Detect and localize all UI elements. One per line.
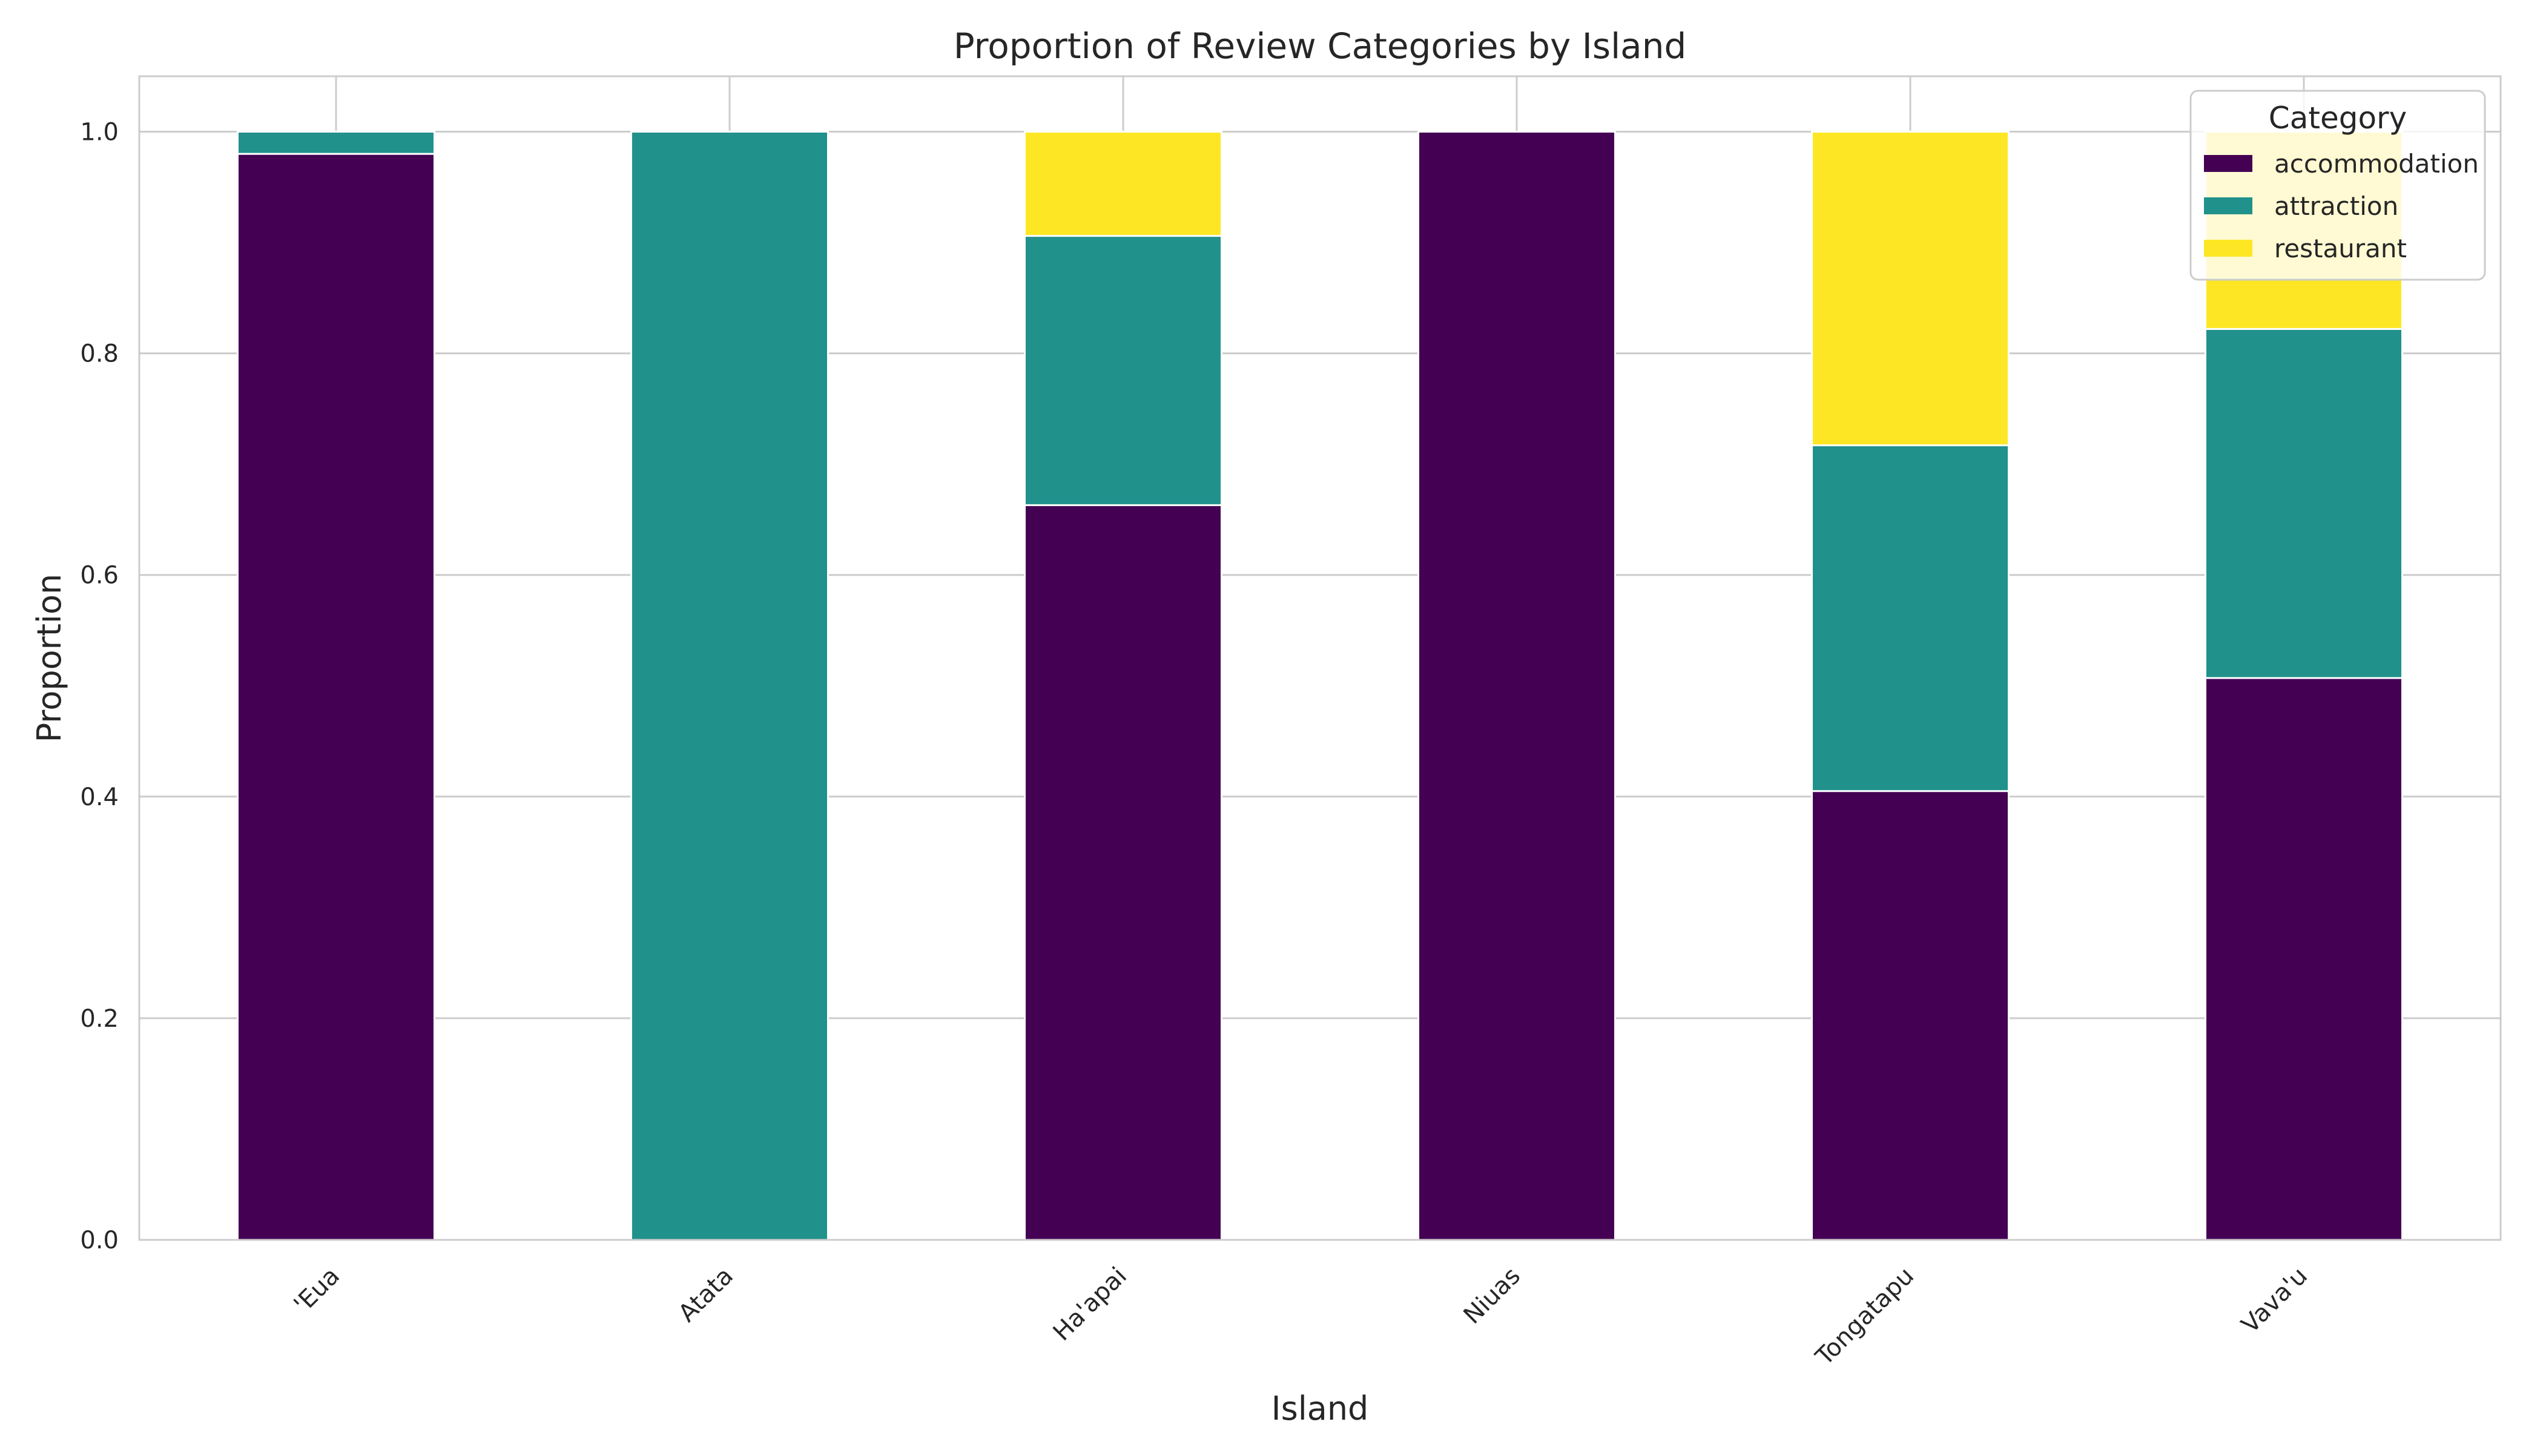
bar-eua-attraction [237,131,435,155]
plot-area [139,76,2501,1240]
legend-swatch-accommodation [2204,155,2252,172]
bar-eua-accommodation [237,153,435,1241]
y-axis-ticks: 0.0 0.2 0.4 0.6 0.8 1.0 [80,119,119,1254]
bars [237,131,2403,1241]
legend-title: Category [2269,100,2407,136]
legend-swatch-attraction [2204,197,2252,214]
x-tick-label-tongatapu: Tongatapu [1810,1262,1920,1372]
x-tick-label-ha-apai: Ha'apai [1048,1262,1132,1346]
y-tick-label: 0.4 [80,783,119,811]
y-tick-label: 0.6 [80,562,119,590]
x-axis-label: Island [1272,1389,1369,1428]
legend-label-restaurant: restaurant [2274,234,2407,263]
x-tick-label-eua: 'Eua [289,1262,345,1319]
chart-title: Proportion of Review Categories by Islan… [954,25,1687,67]
x-tick-label-vava-u: Vava'u [2236,1262,2313,1339]
x-tick-label-atata: Atata [673,1262,739,1328]
bar-tongatapu-restaurant [1811,131,2010,447]
bar-atata-attraction [630,131,829,1241]
bar-vava-u-accommodation [2205,677,2403,1241]
bar-ha-apai-accommodation [1024,504,1222,1241]
legend: Category accommodation attraction restauran… [2189,90,2486,281]
y-tick-label: 0.8 [80,340,119,368]
legend-box [2189,90,2486,281]
y-axis-label: Proportion [30,574,68,743]
legend-swatch-restaurant [2204,240,2252,257]
legend-label-attraction: attraction [2274,191,2398,221]
y-tick-label: 0.0 [80,1227,119,1254]
x-tick-label-niuas: Niuas [1459,1262,1526,1330]
bar-niuas-accommodation [1417,131,1616,1241]
bar-tongatapu-accommodation [1811,790,2010,1241]
y-tick-label: 0.2 [80,1005,119,1033]
x-axis-ticks: 'Eua Atata Ha'apai Niuas Tongatapu Vava'u [289,1262,2313,1372]
bar-ha-apai-restaurant [1024,131,1222,237]
plot-frame [138,75,2502,1241]
legend-label-accommodation: accommodation [2274,149,2479,179]
bar-vava-u-attraction [2205,328,2403,679]
bar-tongatapu-attraction [1811,444,2010,792]
y-tick-label: 1.0 [80,119,119,147]
bar-ha-apai-attraction [1024,235,1222,506]
